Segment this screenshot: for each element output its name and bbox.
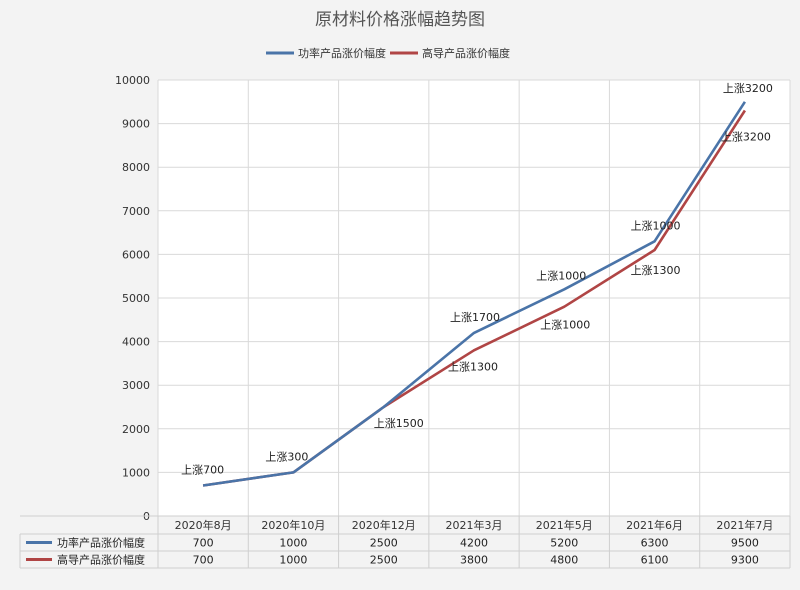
y-tick-label: 5000 xyxy=(122,292,150,305)
table-cell-value: 4200 xyxy=(460,537,488,550)
data-label: 上涨300 xyxy=(265,450,308,463)
x-category-label: 2021年5月 xyxy=(536,518,593,532)
y-tick-label: 3000 xyxy=(122,379,150,392)
table-cell-value: 9500 xyxy=(731,537,759,550)
legend-label: 高导产品涨价幅度 xyxy=(422,46,510,60)
table-cell-value: 6100 xyxy=(641,554,669,567)
y-tick-label: 2000 xyxy=(122,423,150,436)
table-cell-value: 9300 xyxy=(731,554,759,567)
y-tick-label: 9000 xyxy=(122,118,150,131)
y-tick-label: 7000 xyxy=(122,205,150,218)
table-cell-value: 4800 xyxy=(550,554,578,567)
table-series-name: 高导产品涨价幅度 xyxy=(57,553,145,567)
x-category-label: 2021年3月 xyxy=(446,518,503,532)
data-label: 上涨1000 xyxy=(540,319,590,332)
data-label: 上涨1700 xyxy=(450,311,500,324)
x-category-label: 2020年8月 xyxy=(175,518,232,532)
y-tick-label: 10000 xyxy=(115,74,150,87)
table-cell-value: 1000 xyxy=(279,537,307,550)
table-cell-value: 700 xyxy=(193,554,214,567)
table-cell-value: 2500 xyxy=(370,537,398,550)
chart-title: 原材料价格涨幅趋势图 xyxy=(315,10,485,30)
table-cell-value: 700 xyxy=(193,537,214,550)
table-series-name: 功率产品涨价幅度 xyxy=(57,536,145,550)
legend-label: 功率产品涨价幅度 xyxy=(298,46,386,60)
data-label: 上涨700 xyxy=(181,463,224,476)
y-tick-label: 8000 xyxy=(122,161,150,174)
x-category-label: 2021年7月 xyxy=(716,518,773,532)
x-category-label: 2021年6月 xyxy=(626,518,683,532)
table-cell-value: 5200 xyxy=(550,537,578,550)
table-cell-value: 6300 xyxy=(641,537,669,550)
table-cell-value: 3800 xyxy=(460,554,488,567)
x-category-label: 2020年12月 xyxy=(352,518,416,532)
data-label: 上涨1300 xyxy=(448,360,498,373)
data-label: 上涨3200 xyxy=(721,131,771,144)
data-label: 上涨1300 xyxy=(631,264,681,277)
y-tick-label: 4000 xyxy=(122,336,150,349)
table-cell-value: 2500 xyxy=(370,554,398,567)
data-label: 上涨1000 xyxy=(536,269,586,282)
table-cell-value: 1000 xyxy=(279,554,307,567)
data-label: 上涨3200 xyxy=(723,82,773,95)
data-label: 上涨1500 xyxy=(374,417,424,430)
data-label: 上涨1000 xyxy=(631,219,681,232)
y-tick-label: 1000 xyxy=(122,466,150,479)
x-category-label: 2020年10月 xyxy=(261,518,325,532)
y-tick-label: 6000 xyxy=(122,248,150,261)
